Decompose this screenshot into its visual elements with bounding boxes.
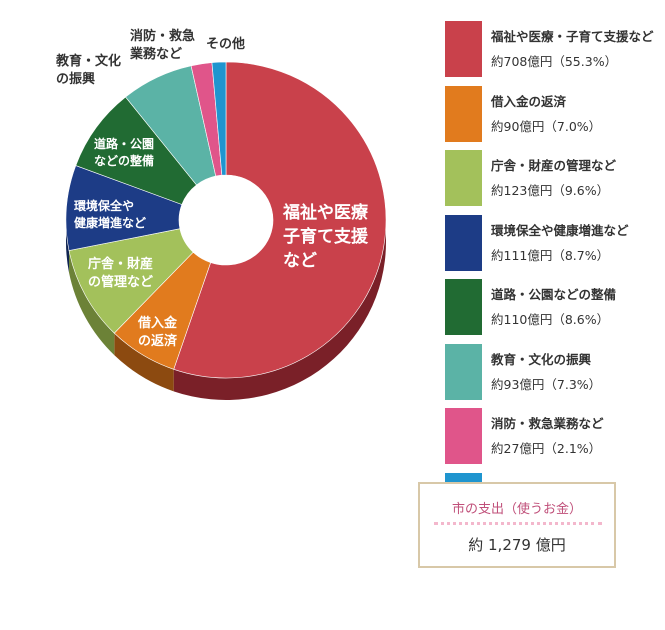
donut-slice-3 <box>68 228 194 334</box>
legend-value: 約93億円（7.3%） <box>491 376 602 392</box>
legend-label: 道路・公園などの整備 <box>491 287 617 302</box>
legend-swatch <box>445 21 482 77</box>
donut-slices <box>65 61 387 379</box>
legend-item: 消防・救急業務など 約27億円（2.1%） <box>445 408 660 464</box>
legend-label: 福祉や医療・子育て支援など <box>491 29 654 44</box>
legend-value: 約708億円（55.3%） <box>491 54 618 69</box>
legend-item: 借入金の返済約90億円（7.0%） <box>445 85 660 142</box>
legend-item: 環境保全や健康増進など 約111億円（8.7%） <box>445 214 660 271</box>
legend-value: 約90億円（7.0%） <box>491 118 602 134</box>
legend-item: 福祉や医療・子育て支援など 約708億円（55.3%） <box>445 21 660 77</box>
legend-label: 消防・救急業務など <box>491 416 604 431</box>
slice-label-8: その他 <box>206 36 245 52</box>
total-value: 約 1,279 億円 <box>468 536 566 554</box>
donut-3d-sides <box>66 220 386 400</box>
legend-value: 約110億円（8.6%） <box>491 312 610 327</box>
legend-label: 教育・文化の振興 <box>491 351 592 367</box>
donut-side-3 <box>69 250 115 356</box>
legend-swatch <box>445 408 482 464</box>
legend-swatch <box>445 150 482 206</box>
total-title: 市の支出（使うお金） <box>451 502 582 517</box>
total-divider <box>434 522 602 525</box>
donut-side-4 <box>66 220 70 273</box>
legend-item: 道路・公園などの整備 約110億円（8.6%） <box>445 279 660 335</box>
legend-label: 環境保全や健康増進など <box>491 222 629 238</box>
legend-swatch <box>445 343 482 400</box>
slice-label-2: 借入金の返済 <box>137 315 178 349</box>
legend-item: 庁舎・財産の管理など 約123億円（9.6%） <box>445 150 660 206</box>
legend-value: 約111億円（8.7%） <box>491 247 610 263</box>
slice-label-6: 教育・文化の振興 <box>55 53 121 87</box>
legend-label: 庁舎・財産の管理など <box>491 158 617 173</box>
legend-swatch <box>445 279 482 335</box>
slice-label-4: 環境保全や健康増進など <box>74 198 146 230</box>
legend-label: 借入金の返済 <box>491 93 567 109</box>
legend-swatch <box>445 85 482 142</box>
slice-label-3: 庁舎・財産の管理など <box>87 256 153 290</box>
donut-side-1 <box>173 220 386 400</box>
slice-label-7: 消防・救急業務など <box>129 28 195 62</box>
legend-swatch <box>445 214 482 271</box>
total-box: 市の支出（使うお金） 約 1,279 億円 <box>418 482 616 568</box>
slice-label-1: 福祉や医療子育て支援など <box>282 202 369 271</box>
legend-value: 約27億円（2.1%） <box>491 441 602 456</box>
donut-slice-1 <box>173 61 387 379</box>
legend-item: 教育・文化の振興 約93億円（7.3%） <box>445 343 660 400</box>
legend-value: 約123億円（9.6%） <box>491 183 610 198</box>
donut-side-2 <box>114 333 174 392</box>
slice-label-5: 道路・公園などの整備 <box>94 136 154 168</box>
donut-slice-8 <box>211 61 227 176</box>
